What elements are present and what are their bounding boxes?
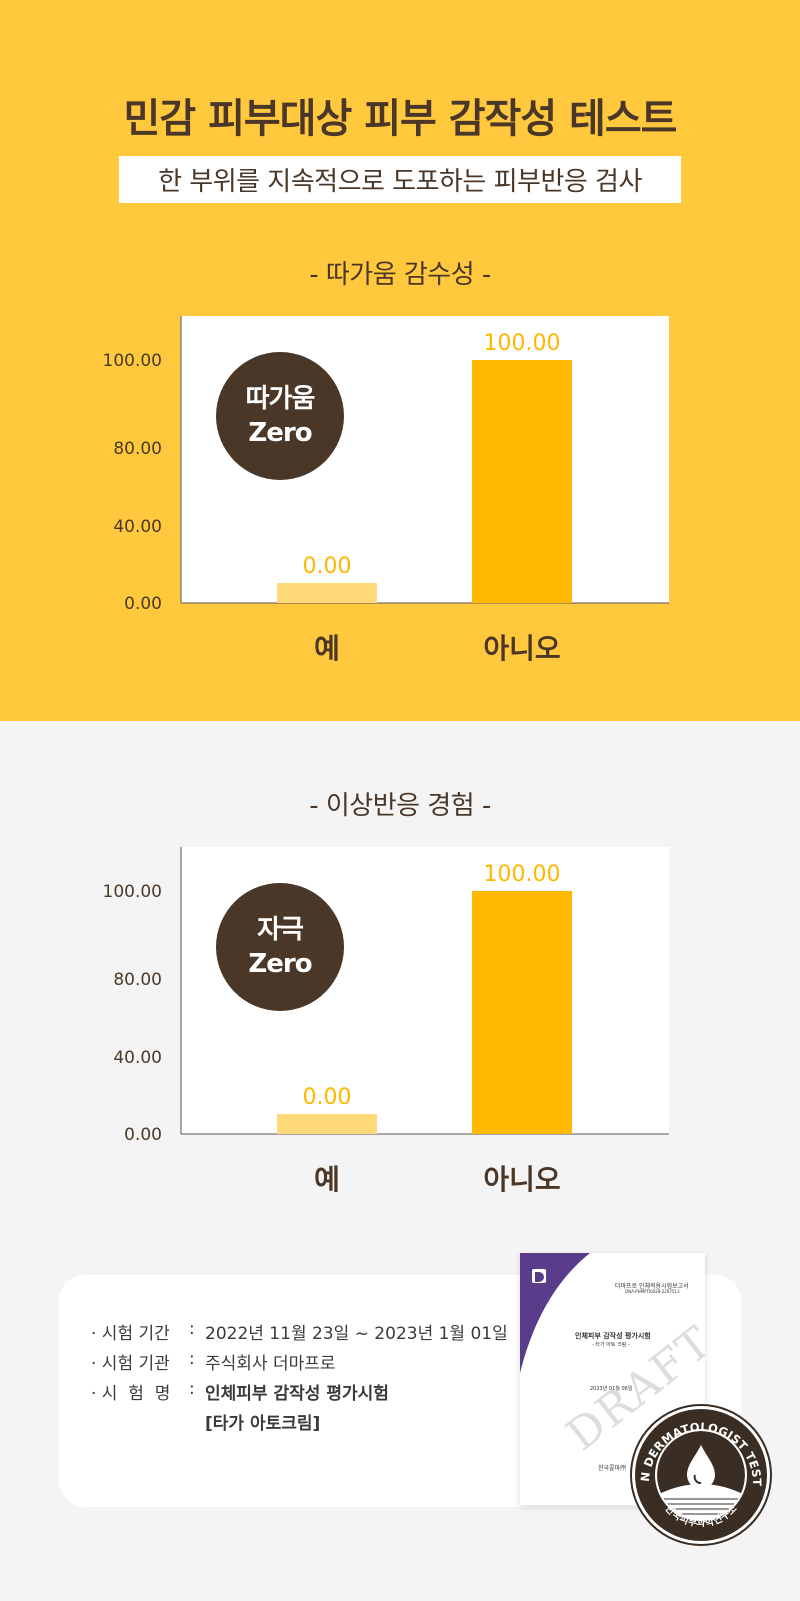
- info-row-product: [타가 아토크림]: [205, 1409, 320, 1434]
- data-label: 0.00: [303, 554, 352, 579]
- chart-2-title: - 이상반응 경험 -: [309, 791, 491, 821]
- category-label: 아니오: [483, 1163, 561, 1196]
- report-title: 인체피부 감작성 평가시험: [575, 1332, 651, 1340]
- product-name: [타가 아토크림]: [205, 1414, 321, 1434]
- dermatologist-tested-seal: SKIN DERMATOLOGIST TESTED 한국피부과학연구소: [629, 1403, 772, 1546]
- y-tick-label: 0.00: [124, 1125, 162, 1145]
- report-org: 한국콜마㈜: [598, 1465, 627, 1472]
- y-tick-label: 80.00: [113, 439, 162, 459]
- zero-badge: 따가움 Zero: [216, 352, 344, 480]
- data-label: 100.00: [484, 862, 561, 887]
- info-colon: :: [189, 1379, 195, 1399]
- info-row-period: · 시험 기간 : 2022년 11월 23일 ~ 2023년 1월 01일: [91, 1319, 508, 1344]
- report-product: - 타가 아토 크림 -: [592, 1342, 630, 1348]
- y-tick-label: 80.00: [113, 970, 162, 990]
- bar: [277, 583, 377, 603]
- badge-line-2: Zero: [248, 949, 312, 979]
- info-value: 2022년 11월 23일 ~ 2023년 1월 01일: [205, 1324, 508, 1344]
- report-header: 더마프로 인체적용시험보고서: [615, 1283, 689, 1290]
- y-tick-label: 100.00: [103, 351, 162, 371]
- chart-plot: 0.00 40.00 80.00 100.00 0.00 100.00: [103, 847, 669, 1145]
- page-title: 민감 피부대상 피부 감작성 테스트: [123, 96, 678, 142]
- info-row-institution: · 시험 기관 : 주식회사 더마프로: [91, 1349, 336, 1374]
- y-tick-label: 100.00: [103, 882, 162, 902]
- category-label: 예: [314, 632, 340, 665]
- report-date: 2023년 01월 06일: [590, 1386, 633, 1392]
- data-label: 0.00: [303, 1085, 352, 1110]
- subtitle-text: 한 부위를 지속적으로 도포하는 피부반응 검사: [158, 167, 642, 197]
- info-key: · 시험 기간: [91, 1324, 170, 1344]
- zero-badge: 자극 Zero: [216, 883, 344, 1011]
- info-key: · 시 험 명: [91, 1384, 171, 1404]
- info-key: · 시험 기관: [91, 1354, 170, 1374]
- page-subtitle: 한 부위를 지속적으로 도포하는 피부반응 검사: [119, 156, 681, 203]
- info-value: 인체피부 감작성 평가시험: [205, 1384, 389, 1404]
- info-colon: :: [189, 1319, 195, 1339]
- chart-1-title: - 따가움 감수성 -: [309, 260, 491, 290]
- chart-plot: 0.00 40.00 80.00 100.00 0.00 100.00: [103, 316, 669, 614]
- y-tick-label: 40.00: [113, 517, 162, 537]
- report-subheader: DNA-PHMPTI0028-2207513: [625, 1289, 680, 1294]
- info-value: 주식회사 더마프로: [205, 1354, 336, 1374]
- y-tick-label: 0.00: [124, 594, 162, 614]
- badge-line-2: Zero: [248, 418, 312, 448]
- data-label: 100.00: [484, 331, 561, 356]
- category-label: 아니오: [483, 632, 561, 665]
- category-label: 예: [314, 1163, 340, 1196]
- info-colon: :: [189, 1349, 195, 1369]
- badge-line-1: 자극: [257, 915, 304, 945]
- bar: [472, 360, 572, 603]
- report-corner-graphic: [520, 1253, 590, 1373]
- badge-line-1: 따가움: [245, 384, 316, 414]
- info-row-test-name: · 시 험 명 : 인체피부 감작성 평가시험: [91, 1379, 389, 1404]
- y-tick-label: 40.00: [113, 1048, 162, 1068]
- bar: [472, 891, 572, 1134]
- bar: [277, 1114, 377, 1134]
- bar-chart-2: 0.00 40.00 80.00 100.00 0.00 100.00 자극 Zero 예…: [0, 841, 800, 1201]
- bar-chart-1: 0.00 40.00 80.00 100.00 0.00 100.00 따가움 Zero …: [0, 310, 800, 670]
